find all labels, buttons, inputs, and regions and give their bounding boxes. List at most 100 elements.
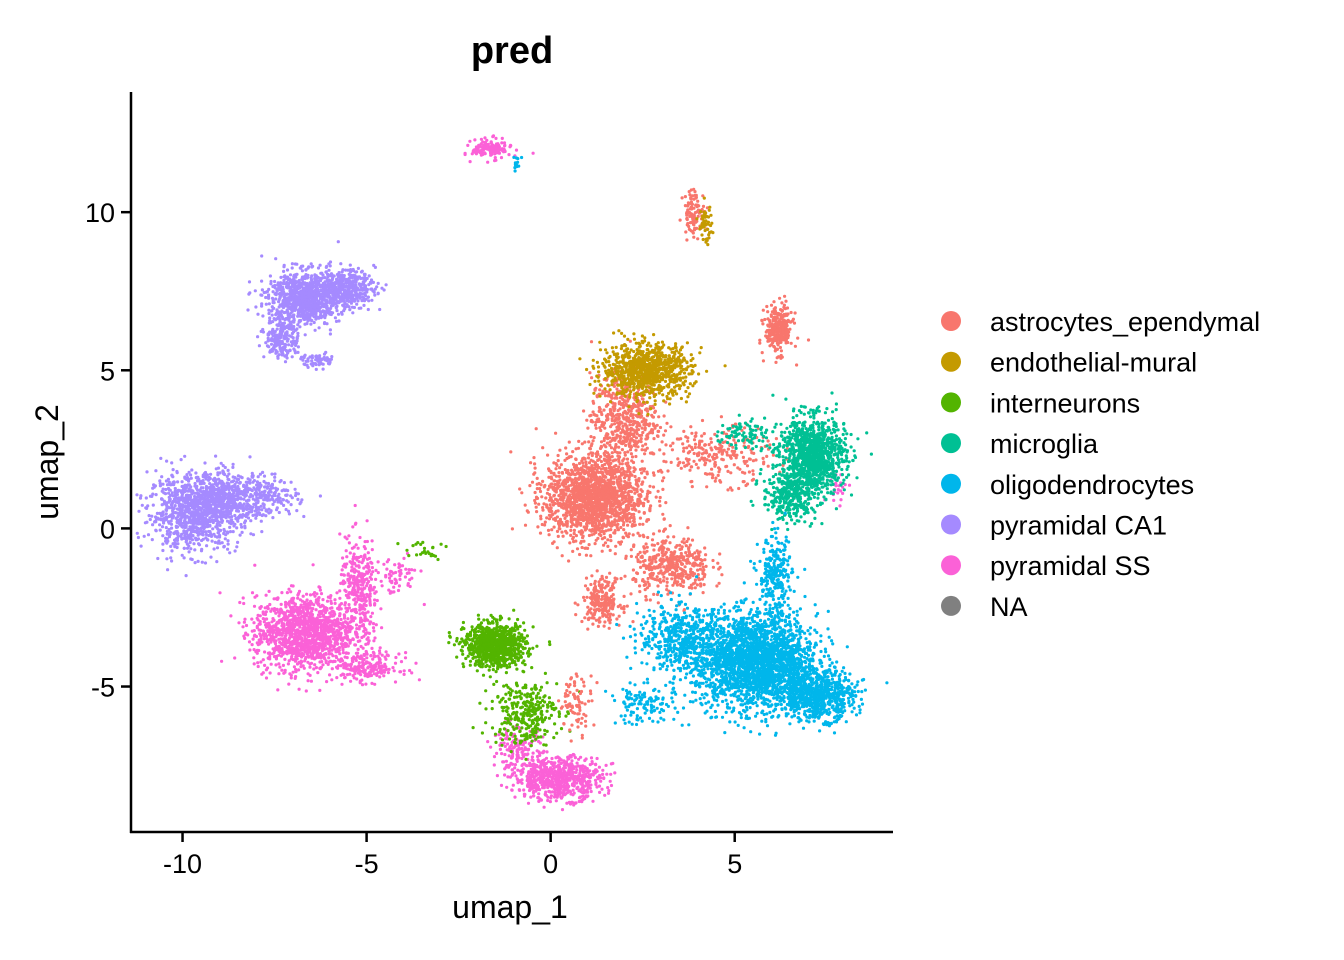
data-point: [344, 621, 349, 625]
data-point: [251, 474, 255, 478]
chart-title: pred: [471, 30, 553, 72]
data-point: [311, 633, 315, 638]
data-point: [289, 632, 293, 636]
data-point: [301, 594, 305, 598]
data-point: [351, 525, 355, 529]
data-point: [286, 662, 290, 666]
data-point: [204, 505, 208, 509]
data-point: [266, 629, 270, 633]
data-point: [178, 517, 183, 521]
data-point: [330, 355, 334, 359]
data-point: [213, 518, 217, 522]
data-point: [370, 681, 374, 686]
data-point: [308, 665, 312, 669]
data-point: [300, 290, 304, 294]
data-point: [273, 490, 277, 494]
data-point: [209, 555, 213, 559]
data-point: [191, 526, 195, 530]
data-point: [360, 678, 364, 682]
data-point: [185, 535, 189, 539]
data-point: [154, 529, 158, 533]
data-point: [218, 488, 222, 492]
data-point: [346, 268, 350, 272]
data-point: [235, 507, 239, 511]
data-point: [343, 301, 347, 305]
data-point: [228, 515, 232, 519]
data-point: [337, 294, 341, 298]
data-point: [289, 322, 293, 327]
data-point: [354, 623, 359, 627]
data-point: [221, 499, 225, 503]
data-point: [272, 338, 276, 342]
data-point: [268, 655, 272, 659]
data-point: [355, 627, 359, 631]
data-point: [338, 532, 342, 536]
data-point: [359, 644, 363, 649]
data-point: [317, 596, 321, 600]
data-point: [175, 532, 179, 536]
data-point: [307, 317, 311, 321]
data-point: [228, 551, 232, 555]
data-point: [259, 293, 263, 297]
data-point: [165, 459, 169, 463]
data-point: [189, 547, 193, 551]
data-point: [297, 668, 301, 672]
data-point: [342, 289, 347, 293]
data-point: [158, 528, 162, 532]
data-point: [354, 290, 358, 294]
data-point: [303, 322, 307, 326]
data-point: [332, 296, 336, 301]
data-point: [238, 600, 242, 605]
data-point: [302, 666, 306, 670]
data-point: [235, 498, 240, 502]
data-point: [379, 671, 384, 675]
data-point: [319, 271, 323, 275]
data-point: [268, 498, 272, 502]
data-point: [335, 277, 339, 281]
data-point: [267, 302, 271, 306]
data-point: [360, 588, 364, 592]
data-point: [325, 680, 329, 684]
data-point: [209, 532, 213, 536]
data-point: [180, 553, 184, 557]
data-point: [296, 596, 300, 600]
data-point: [180, 494, 184, 498]
data-point: [294, 634, 298, 638]
data-point: [213, 499, 217, 503]
data-point: [310, 622, 315, 626]
data-point: [219, 509, 223, 513]
data-point: [356, 546, 360, 550]
data-point: [203, 561, 208, 565]
data-point: [255, 648, 259, 653]
data-point: [283, 657, 287, 662]
data-point: [288, 273, 293, 277]
data-point: [348, 279, 352, 283]
data-point: [289, 657, 293, 661]
data-point: [315, 631, 319, 635]
data-point: [263, 617, 267, 621]
data-point: [356, 266, 360, 270]
data-point: [295, 647, 300, 652]
data-point: [284, 493, 289, 497]
data-point: [222, 470, 226, 475]
data-point: [301, 302, 305, 306]
data-point: [283, 668, 287, 672]
data-point: [220, 484, 224, 488]
data-point: [273, 642, 278, 646]
data-point: [183, 517, 187, 522]
data-point: [371, 570, 375, 574]
data-point: [338, 652, 342, 656]
data-point: [284, 353, 289, 357]
data-point: [326, 282, 330, 286]
data-point: [167, 514, 171, 519]
data-point: [354, 579, 358, 583]
data-point: [363, 596, 368, 600]
data-point: [379, 579, 383, 583]
data-point: [354, 555, 359, 560]
data-point: [366, 562, 370, 566]
data-point: [230, 518, 234, 522]
data-point: [365, 637, 369, 641]
data-point: [350, 275, 354, 279]
data-point: [169, 544, 173, 549]
data-point: [259, 329, 263, 333]
